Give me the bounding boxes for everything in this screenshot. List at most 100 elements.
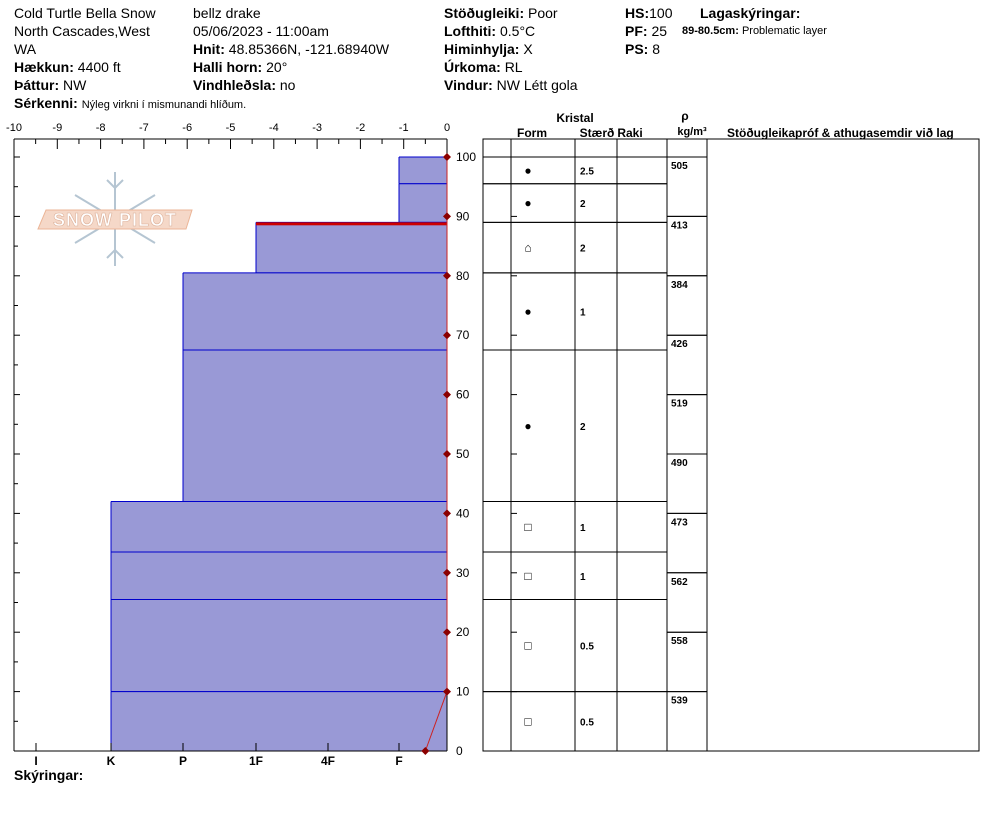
airtemp-value: 0.5°C <box>499 23 536 39</box>
aspect-label: Þáttur: <box>14 77 60 93</box>
slope-value: 20° <box>266 59 288 75</box>
ps-value: 8 <box>652 41 661 57</box>
density-value: 384 <box>671 280 688 291</box>
height-tick-label: 100 <box>456 150 476 164</box>
hardness-tick-label: F <box>395 754 402 768</box>
height-axis: 0 10 20 30 40 50 60 70 80 90 100 <box>14 150 476 758</box>
height-tick-label: 30 <box>456 566 470 580</box>
pf-field: PF: 25 <box>625 22 667 40</box>
hardness-layer-bar <box>399 183 447 223</box>
hs-field: HS:100 <box>625 4 672 22</box>
header-rho: ρ <box>681 109 688 123</box>
temp-tick-label: -5 <box>226 122 236 134</box>
windload-value: no <box>279 77 296 93</box>
temperature-point <box>443 153 451 161</box>
header-form: Form <box>517 126 547 140</box>
wind-field: Vindur: NW Létt gola <box>444 76 578 94</box>
height-tick-label: 50 <box>456 447 470 461</box>
crystal-size-value: 0.5 <box>580 642 594 653</box>
crystal-form-symbol: ● <box>524 304 531 318</box>
coords-value: 48.85366N, -121.68940W <box>228 41 390 57</box>
temp-tick-label: -1 <box>399 122 409 134</box>
precip-label: Úrkoma: <box>444 59 501 75</box>
hardness-layers <box>110 156 447 752</box>
hardness-layer-bar <box>183 350 447 502</box>
layer-table: Kristal Form Stærð Raki ρ kg/m³ Stöðugleikapró… <box>482 109 980 752</box>
crystal-size-value: 2.5 <box>580 166 594 177</box>
problem-layer-marker <box>256 222 447 226</box>
crystal-form-symbol: □ <box>524 569 531 583</box>
ps-label: PS: <box>625 41 649 57</box>
location-line-3: WA <box>14 41 37 57</box>
layer-note: 89-80.5cm: Problematic layer <box>682 22 827 40</box>
layer-note-range: 89-80.5cm: <box>682 25 739 37</box>
hardness-layer-bar <box>111 691 447 751</box>
density-value: 519 <box>671 399 688 410</box>
stability-label: Stöðugleiki: <box>444 5 525 21</box>
hardness-tick-label: 4F <box>321 754 335 768</box>
header-tests: Stöðugleikapróf & athugasemdir við lag <box>727 126 954 140</box>
hardness-layer-bar <box>111 599 447 692</box>
sky-label: Himinhylja: <box>444 41 520 57</box>
density-value: 558 <box>671 636 688 647</box>
crystal-size-value: 1 <box>580 523 586 534</box>
temperature-point <box>443 628 451 637</box>
features-label: Sérkenni: <box>14 95 78 111</box>
windload-label: Vindhleðsla: <box>193 77 276 93</box>
sky-field: Himinhylja: X <box>444 40 533 58</box>
layer-note-text: Problematic layer <box>741 25 827 37</box>
temperature-point <box>443 450 451 458</box>
airtemp-label: Lofthiti: <box>444 23 497 39</box>
precip-field: Úrkoma: RL <box>444 58 523 76</box>
windload-field: Vindhleðsla: no <box>193 76 295 94</box>
density-value: 562 <box>671 577 688 588</box>
crystal-form-symbol: ● <box>524 163 531 177</box>
density-value: 490 <box>671 458 688 469</box>
coords-label: Hnit: <box>193 41 225 57</box>
height-tick-label: 60 <box>456 388 470 402</box>
temp-tick-label: -9 <box>52 122 62 134</box>
temp-tick-label: -3 <box>312 122 322 134</box>
crystal-form-symbol: ⌂ <box>524 241 531 255</box>
density-value: 426 <box>671 339 688 350</box>
snowpilot-logo: SNOW PILOT <box>37 172 193 266</box>
density-value: 413 <box>671 220 688 231</box>
logo-text: SNOW PILOT <box>53 210 177 230</box>
layer-notes-title: Lagaskýringar: <box>700 4 800 22</box>
stability-value: Poor <box>528 5 558 21</box>
header-size: Stærð <box>580 126 615 140</box>
pf-value: 25 <box>651 23 668 39</box>
temperature-point <box>443 390 451 399</box>
temperature-point <box>443 509 451 518</box>
airtemp-field: Lofthiti: 0.5°C <box>444 22 535 40</box>
height-tick-label: 0 <box>456 744 463 758</box>
hardness-tick-label: K <box>107 754 116 768</box>
hardness-tick-label: I <box>34 754 37 768</box>
sky-value: X <box>523 41 533 57</box>
height-tick-label: 40 <box>456 506 470 520</box>
crystal-size-value: 2 <box>580 199 586 210</box>
wind-value: NW Létt gola <box>496 77 578 93</box>
temp-tick-label: -8 <box>96 122 106 134</box>
temperature-point <box>443 271 451 280</box>
temperature-point <box>443 568 451 577</box>
temp-tick-label: -2 <box>356 122 366 134</box>
temp-tick-label: -4 <box>269 122 279 134</box>
temperature-point <box>443 212 451 221</box>
crystal-form-symbol: □ <box>524 639 531 653</box>
temperature-profile <box>421 153 451 755</box>
slope-label: Halli horn: <box>193 59 263 75</box>
density-value: 539 <box>671 696 688 707</box>
temp-tick-label: -10 <box>6 122 22 134</box>
hs-label: HS: <box>625 5 650 21</box>
hardness-layer-bar <box>399 157 447 184</box>
features-field: Sérkenni: Nýleg virkni í mismunandi hlíð… <box>14 94 246 114</box>
crystal-form-symbol: □ <box>524 714 531 728</box>
height-tick-label: 70 <box>456 328 470 342</box>
hardness-tick-label: P <box>179 754 187 768</box>
elevation-value: 4400 ft <box>77 59 121 75</box>
hardness-layer-bar <box>111 501 447 553</box>
header-density-unit: kg/m³ <box>677 126 707 138</box>
header-crystal: Kristal <box>556 111 593 125</box>
